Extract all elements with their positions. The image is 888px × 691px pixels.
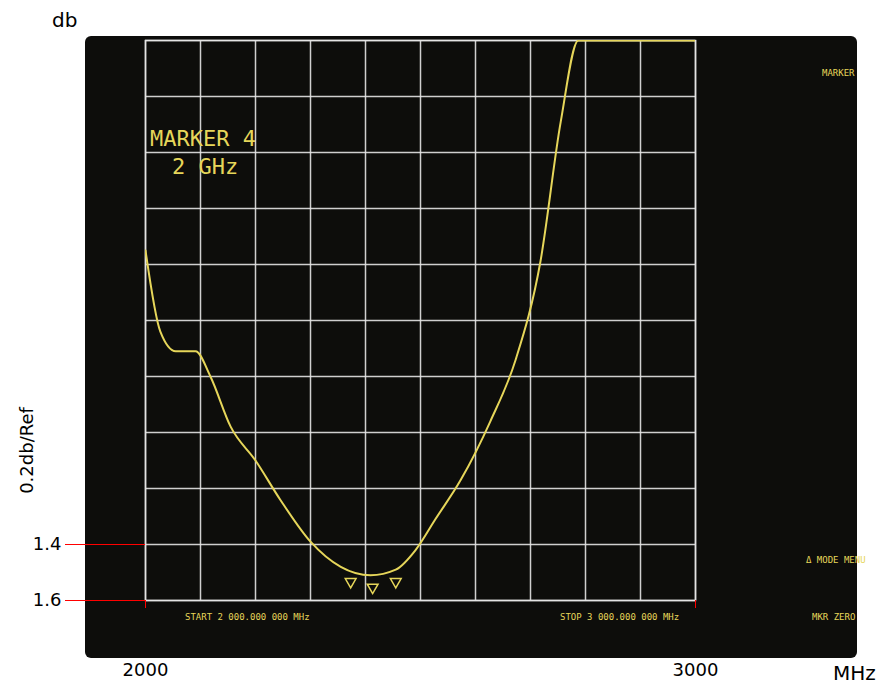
html-text:db: db xyxy=(52,8,78,32)
html-text:0.2db/Ref: 0.2db/Ref xyxy=(15,407,37,494)
html-text:START 2 000.000 000 MHz: START 2 000.000 000 MHz xyxy=(185,612,310,622)
svg-text:1.4: 1.4 xyxy=(33,533,62,554)
html-text:MARKER: MARKER xyxy=(822,68,855,78)
html-text:Δ MODE MENU: Δ MODE MENU xyxy=(806,555,866,565)
html-text:MHz: MHz xyxy=(833,661,876,685)
html-text:MKR ZERO: MKR ZERO xyxy=(812,612,856,622)
html-text:STOP 3 000.000 000 MHz: STOP 3 000.000 000 MHz xyxy=(560,612,680,622)
html-text:MARKER 4: MARKER 4 xyxy=(150,126,256,151)
html-text:2 GHz: 2 GHz xyxy=(172,154,239,179)
svg-text:2000: 2000 xyxy=(123,659,169,680)
svg-text:1.6: 1.6 xyxy=(33,589,62,610)
svg-text:3000: 3000 xyxy=(673,659,719,680)
